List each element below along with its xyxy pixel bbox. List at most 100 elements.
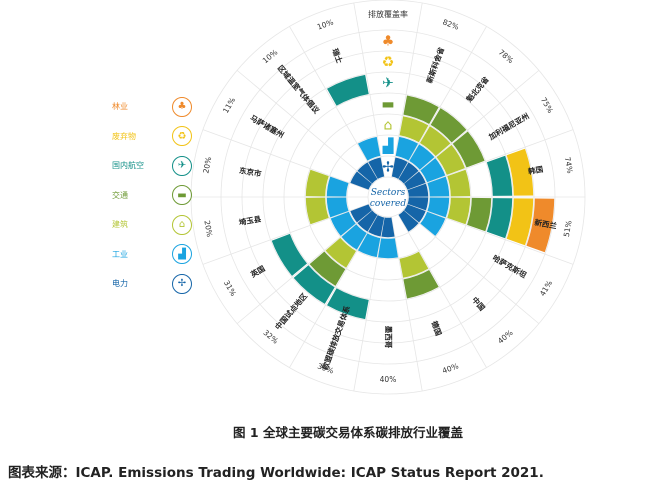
airplane-icon: ✈: [172, 155, 192, 176]
sector-segment: [357, 136, 381, 161]
wind-turbine-icon: ✢: [382, 160, 394, 176]
jurisdiction-label: 中国试点地区: [273, 290, 310, 331]
legend-label: 电力: [112, 279, 128, 289]
wedge-divider: [406, 203, 574, 265]
sector-segment: [327, 288, 369, 320]
sector-segment: [486, 198, 513, 239]
coverage-percent: 40%: [380, 375, 397, 384]
sector-segment: [368, 157, 385, 179]
legend-item: 电力 ✢: [112, 269, 192, 299]
factory-icon: ▟: [172, 244, 192, 265]
sector-segment: [420, 211, 446, 236]
center-label: Sectors: [371, 188, 406, 198]
sector-segment: [436, 144, 465, 175]
sector-segment: [409, 144, 435, 170]
wedge-divider: [403, 209, 540, 324]
coverage-percent: 78%: [497, 48, 516, 66]
wedge-divider: [289, 26, 379, 180]
sector-segment: [427, 176, 450, 197]
sector-segment: [368, 215, 385, 237]
jurisdiction-label: 英国: [249, 263, 267, 279]
jurisdiction-label: 哈萨克斯坦: [491, 252, 529, 280]
figure-source: 图表来源：ICAP. Emissions Trading Worldwide: …: [8, 465, 544, 481]
sector-coverage-chart: ✢ ▟ ⌂ ▬ ✈ ♻ ♣ 排放覆盖率 82% 新斯科舍省 78% 魁北克省 75% 加利福尼亚州 74% 韩…: [190, 0, 586, 395]
wedge-divider: [391, 2, 423, 178]
coverage-percent: 10%: [316, 17, 335, 31]
coverage-percent: 32%: [261, 328, 280, 346]
sector-segment: [399, 251, 429, 278]
jurisdiction-label: 墨西哥: [384, 326, 394, 349]
tree-icon: ♣: [382, 34, 395, 50]
center-label: covered: [370, 199, 406, 209]
sector-segment: [326, 176, 349, 197]
jurisdiction-label: 瑞士: [330, 47, 345, 65]
sector-segment: [330, 211, 356, 236]
legend-label: 工业: [112, 249, 128, 259]
jurisdiction-label: 中国: [470, 295, 488, 313]
waste-truck-icon: ♻: [172, 126, 192, 147]
wedge-divider: [289, 214, 379, 368]
sector-segment: [427, 197, 450, 218]
sector-segment: [430, 108, 467, 143]
wedge-divider: [202, 203, 370, 265]
sector-segment: [447, 197, 471, 225]
sector-segment: [420, 158, 446, 183]
wedge-divider: [236, 209, 373, 324]
sector-segment: [452, 131, 485, 168]
coverage-percent: 82%: [441, 17, 460, 31]
coverage-percent: 31%: [222, 279, 238, 298]
wedge-divider: [236, 70, 373, 185]
sector-segment: [391, 157, 408, 179]
sector-segment: [357, 210, 378, 232]
coverage-percent: 11%: [221, 96, 237, 115]
legend-item: 国内航空 ✈: [112, 151, 192, 181]
sector-segment: [357, 162, 378, 184]
sector-segment: [506, 198, 534, 246]
coverage-percent: 74%: [563, 156, 575, 174]
sector-segment: [357, 233, 381, 258]
waste-truck-icon: ♻: [382, 55, 395, 71]
legend-item: 工业 ▟: [112, 240, 192, 270]
wedge-divider: [397, 26, 487, 180]
sector-segment: [404, 204, 426, 223]
jurisdiction-label: 德国: [430, 319, 445, 337]
sector-segment: [271, 233, 308, 276]
legend-item: 建筑 ⌂: [112, 210, 192, 240]
sector-segment: [407, 197, 429, 211]
sector-segment: [506, 148, 534, 196]
wind-turbine-icon: ✢: [172, 273, 192, 294]
sector-segment: [467, 197, 492, 232]
legend-label: 林业: [112, 102, 128, 112]
jurisdiction-label: 新斯科舍省: [424, 45, 446, 84]
wedge-divider: [403, 70, 540, 185]
jurisdiction-label: 魁北克省: [464, 74, 491, 104]
coverage-percent: 40%: [496, 328, 515, 346]
jurisdiction-label: 东京市: [238, 165, 262, 179]
legend-label: 建筑: [112, 220, 128, 230]
sector-segment: [305, 169, 329, 197]
truck-icon: ▬: [172, 185, 192, 206]
sector-segment: [419, 126, 451, 157]
sector-segment: [325, 237, 357, 268]
sector-segment: [309, 251, 346, 286]
legend: 林业 ♣ 废弃物 ♻ 国内航空 ✈ 交通 ▬ 建筑 ⌂ 工业 ▟ 电力 ✢: [112, 92, 192, 299]
truck-icon: ▬: [381, 97, 394, 113]
sector-segment: [395, 136, 419, 161]
wedge-divider: [353, 2, 385, 178]
legend-label: 废弃物: [112, 131, 136, 141]
legend-item: 废弃物 ♻: [112, 122, 192, 152]
legend-label: 交通: [112, 190, 128, 200]
jurisdiction-label: 加利福尼亚州: [486, 111, 531, 143]
sector-segment: [447, 169, 471, 197]
sector-segment: [350, 171, 372, 190]
sector-segment: [305, 197, 329, 225]
coverage-percent: 20%: [201, 156, 213, 174]
jurisdiction-label: 韩国: [527, 164, 544, 177]
coverage-percent: 40%: [441, 361, 460, 375]
sector-segment: [399, 116, 429, 143]
wedge-divider: [391, 216, 423, 392]
figure-caption: 图 1 全球主要碳交易体系碳排放行业覆盖: [233, 425, 463, 440]
wedge-divider: [406, 129, 574, 191]
sector-segment: [341, 224, 367, 250]
sector-segment: [327, 74, 369, 106]
